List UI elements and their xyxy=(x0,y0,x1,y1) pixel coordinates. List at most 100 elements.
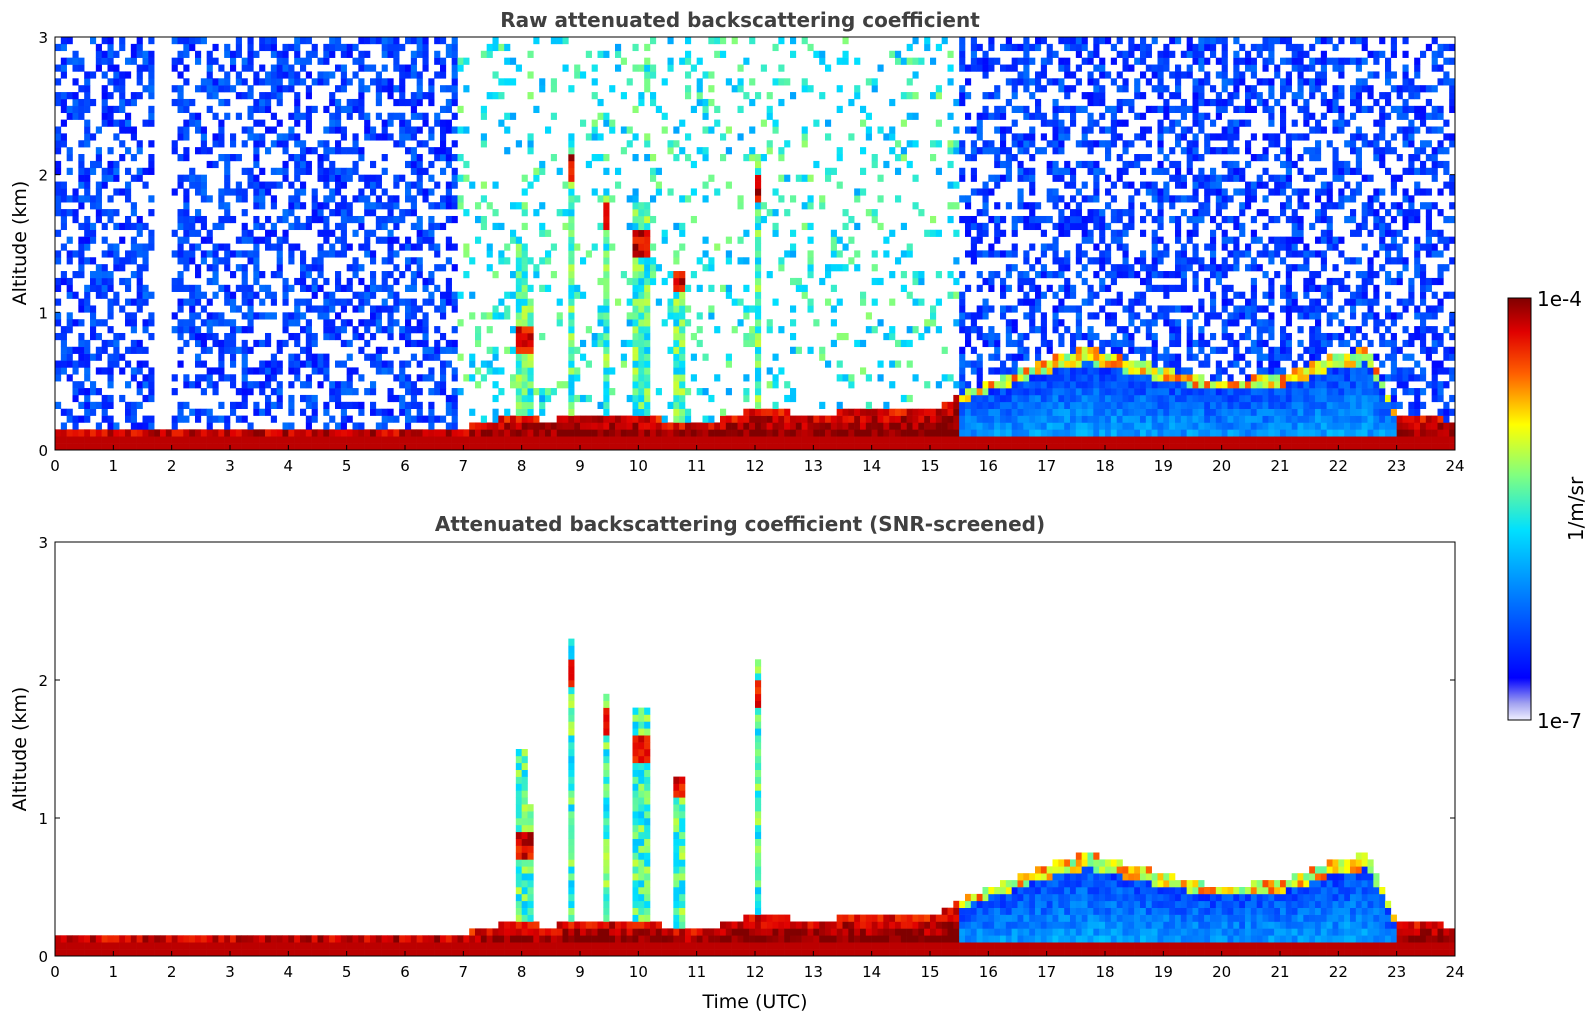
heatmap-cell xyxy=(930,319,937,327)
heatmap-cell xyxy=(965,443,972,451)
heatmap-cell xyxy=(749,37,756,45)
heatmap-cell xyxy=(679,195,686,203)
heatmap-cell xyxy=(107,105,114,114)
heatmap-cell xyxy=(311,257,318,265)
heatmap-cell xyxy=(346,367,353,375)
heatmap-cell xyxy=(1140,429,1147,437)
heatmap-cell xyxy=(60,243,67,251)
heatmap-cell xyxy=(918,415,925,423)
heatmap-cell xyxy=(959,422,966,430)
heatmap-cell xyxy=(294,353,301,361)
heatmap-cell xyxy=(1087,346,1094,354)
heatmap-cell xyxy=(358,401,365,409)
heatmap-cell xyxy=(119,429,126,437)
heatmap-cell xyxy=(405,147,412,155)
heatmap-cell xyxy=(830,429,837,437)
heatmap-cell xyxy=(597,319,604,327)
heatmap-cell xyxy=(638,98,645,107)
heatmap-cell xyxy=(364,250,371,258)
heatmap-cell xyxy=(533,429,540,437)
heatmap-cell xyxy=(988,436,995,444)
heatmap-cell xyxy=(568,195,575,203)
heatmap-cell xyxy=(1134,388,1141,396)
heatmap-cell xyxy=(288,133,295,141)
heatmap-cell xyxy=(212,43,219,52)
heatmap-cell xyxy=(323,222,330,231)
heatmap-cell xyxy=(235,326,242,334)
heatmap-cell xyxy=(177,154,184,162)
heatmap-cell xyxy=(364,388,371,396)
heatmap-cell xyxy=(1005,436,1012,444)
heatmap-cell xyxy=(1005,422,1012,430)
heatmap-cell xyxy=(632,401,639,409)
heatmap-cell xyxy=(78,353,85,361)
heatmap-cell xyxy=(480,374,487,382)
heatmap-cell xyxy=(1000,147,1007,155)
heatmap-cell xyxy=(889,429,896,437)
heatmap-cell xyxy=(55,195,62,203)
heatmap-cell xyxy=(1099,71,1106,79)
heatmap-cell xyxy=(1029,394,1036,403)
heatmap-cell xyxy=(101,408,108,416)
heatmap-cell xyxy=(498,78,505,86)
heatmap-cell xyxy=(976,126,983,134)
heatmap-cell xyxy=(259,133,266,141)
heatmap-cell xyxy=(1128,195,1135,203)
heatmap-cell xyxy=(813,436,820,444)
heatmap-cell xyxy=(609,126,616,134)
heatmap-cell xyxy=(696,92,703,100)
heatmap-cell xyxy=(428,271,435,279)
heatmap-cell xyxy=(142,436,149,444)
heatmap-cell xyxy=(970,236,977,244)
heatmap-cell xyxy=(300,188,307,196)
heatmap-cell xyxy=(1122,305,1129,313)
heatmap-cell xyxy=(918,57,925,65)
heatmap-cell xyxy=(1157,401,1164,409)
heatmap-cell xyxy=(597,133,604,141)
heatmap-cell xyxy=(311,415,318,423)
heatmap-cell xyxy=(1046,367,1053,375)
heatmap-cell xyxy=(183,202,190,210)
heatmap-cell xyxy=(1075,408,1082,416)
heatmap-cell xyxy=(539,332,546,341)
heatmap-cell xyxy=(1046,195,1053,203)
heatmap-cell xyxy=(416,37,423,45)
heatmap-cell xyxy=(667,401,674,409)
heatmap-cell xyxy=(1017,167,1024,175)
heatmap-cell xyxy=(1000,160,1007,169)
heatmap-cell xyxy=(673,291,680,299)
heatmap-cell xyxy=(200,429,207,437)
heatmap-cell xyxy=(906,92,913,100)
heatmap-cell xyxy=(1134,429,1141,437)
heatmap-cell xyxy=(1035,291,1042,299)
heatmap-cell xyxy=(930,429,937,437)
heatmap-cell xyxy=(1110,229,1117,237)
heatmap-cell xyxy=(1052,360,1059,368)
heatmap-cell xyxy=(352,105,359,114)
heatmap-cell xyxy=(148,209,155,217)
heatmap-cell xyxy=(731,422,738,430)
heatmap-cell xyxy=(527,312,534,320)
heatmap-cell xyxy=(475,422,482,430)
heatmap-cell xyxy=(521,222,528,231)
heatmap-cell xyxy=(212,291,219,299)
heatmap-cell xyxy=(1116,229,1123,237)
heatmap-cell xyxy=(84,133,91,141)
heatmap-cell xyxy=(755,236,762,244)
heatmap-cell xyxy=(294,140,301,148)
heatmap-cell xyxy=(212,339,219,348)
heatmap-cell xyxy=(603,277,610,286)
heatmap-cell xyxy=(1140,367,1147,375)
heatmap-cell xyxy=(101,105,108,114)
heatmap-cell xyxy=(930,140,937,148)
heatmap-cell xyxy=(247,305,254,313)
heatmap-cell xyxy=(1046,401,1053,409)
heatmap-cell xyxy=(1140,408,1147,416)
heatmap-cell xyxy=(638,422,645,430)
heatmap-cell xyxy=(1163,367,1170,375)
heatmap-cell xyxy=(335,181,342,189)
heatmap-cell xyxy=(556,422,563,430)
heatmap-cell xyxy=(235,264,242,272)
heatmap-cell xyxy=(603,188,610,196)
heatmap-cell xyxy=(603,291,610,299)
